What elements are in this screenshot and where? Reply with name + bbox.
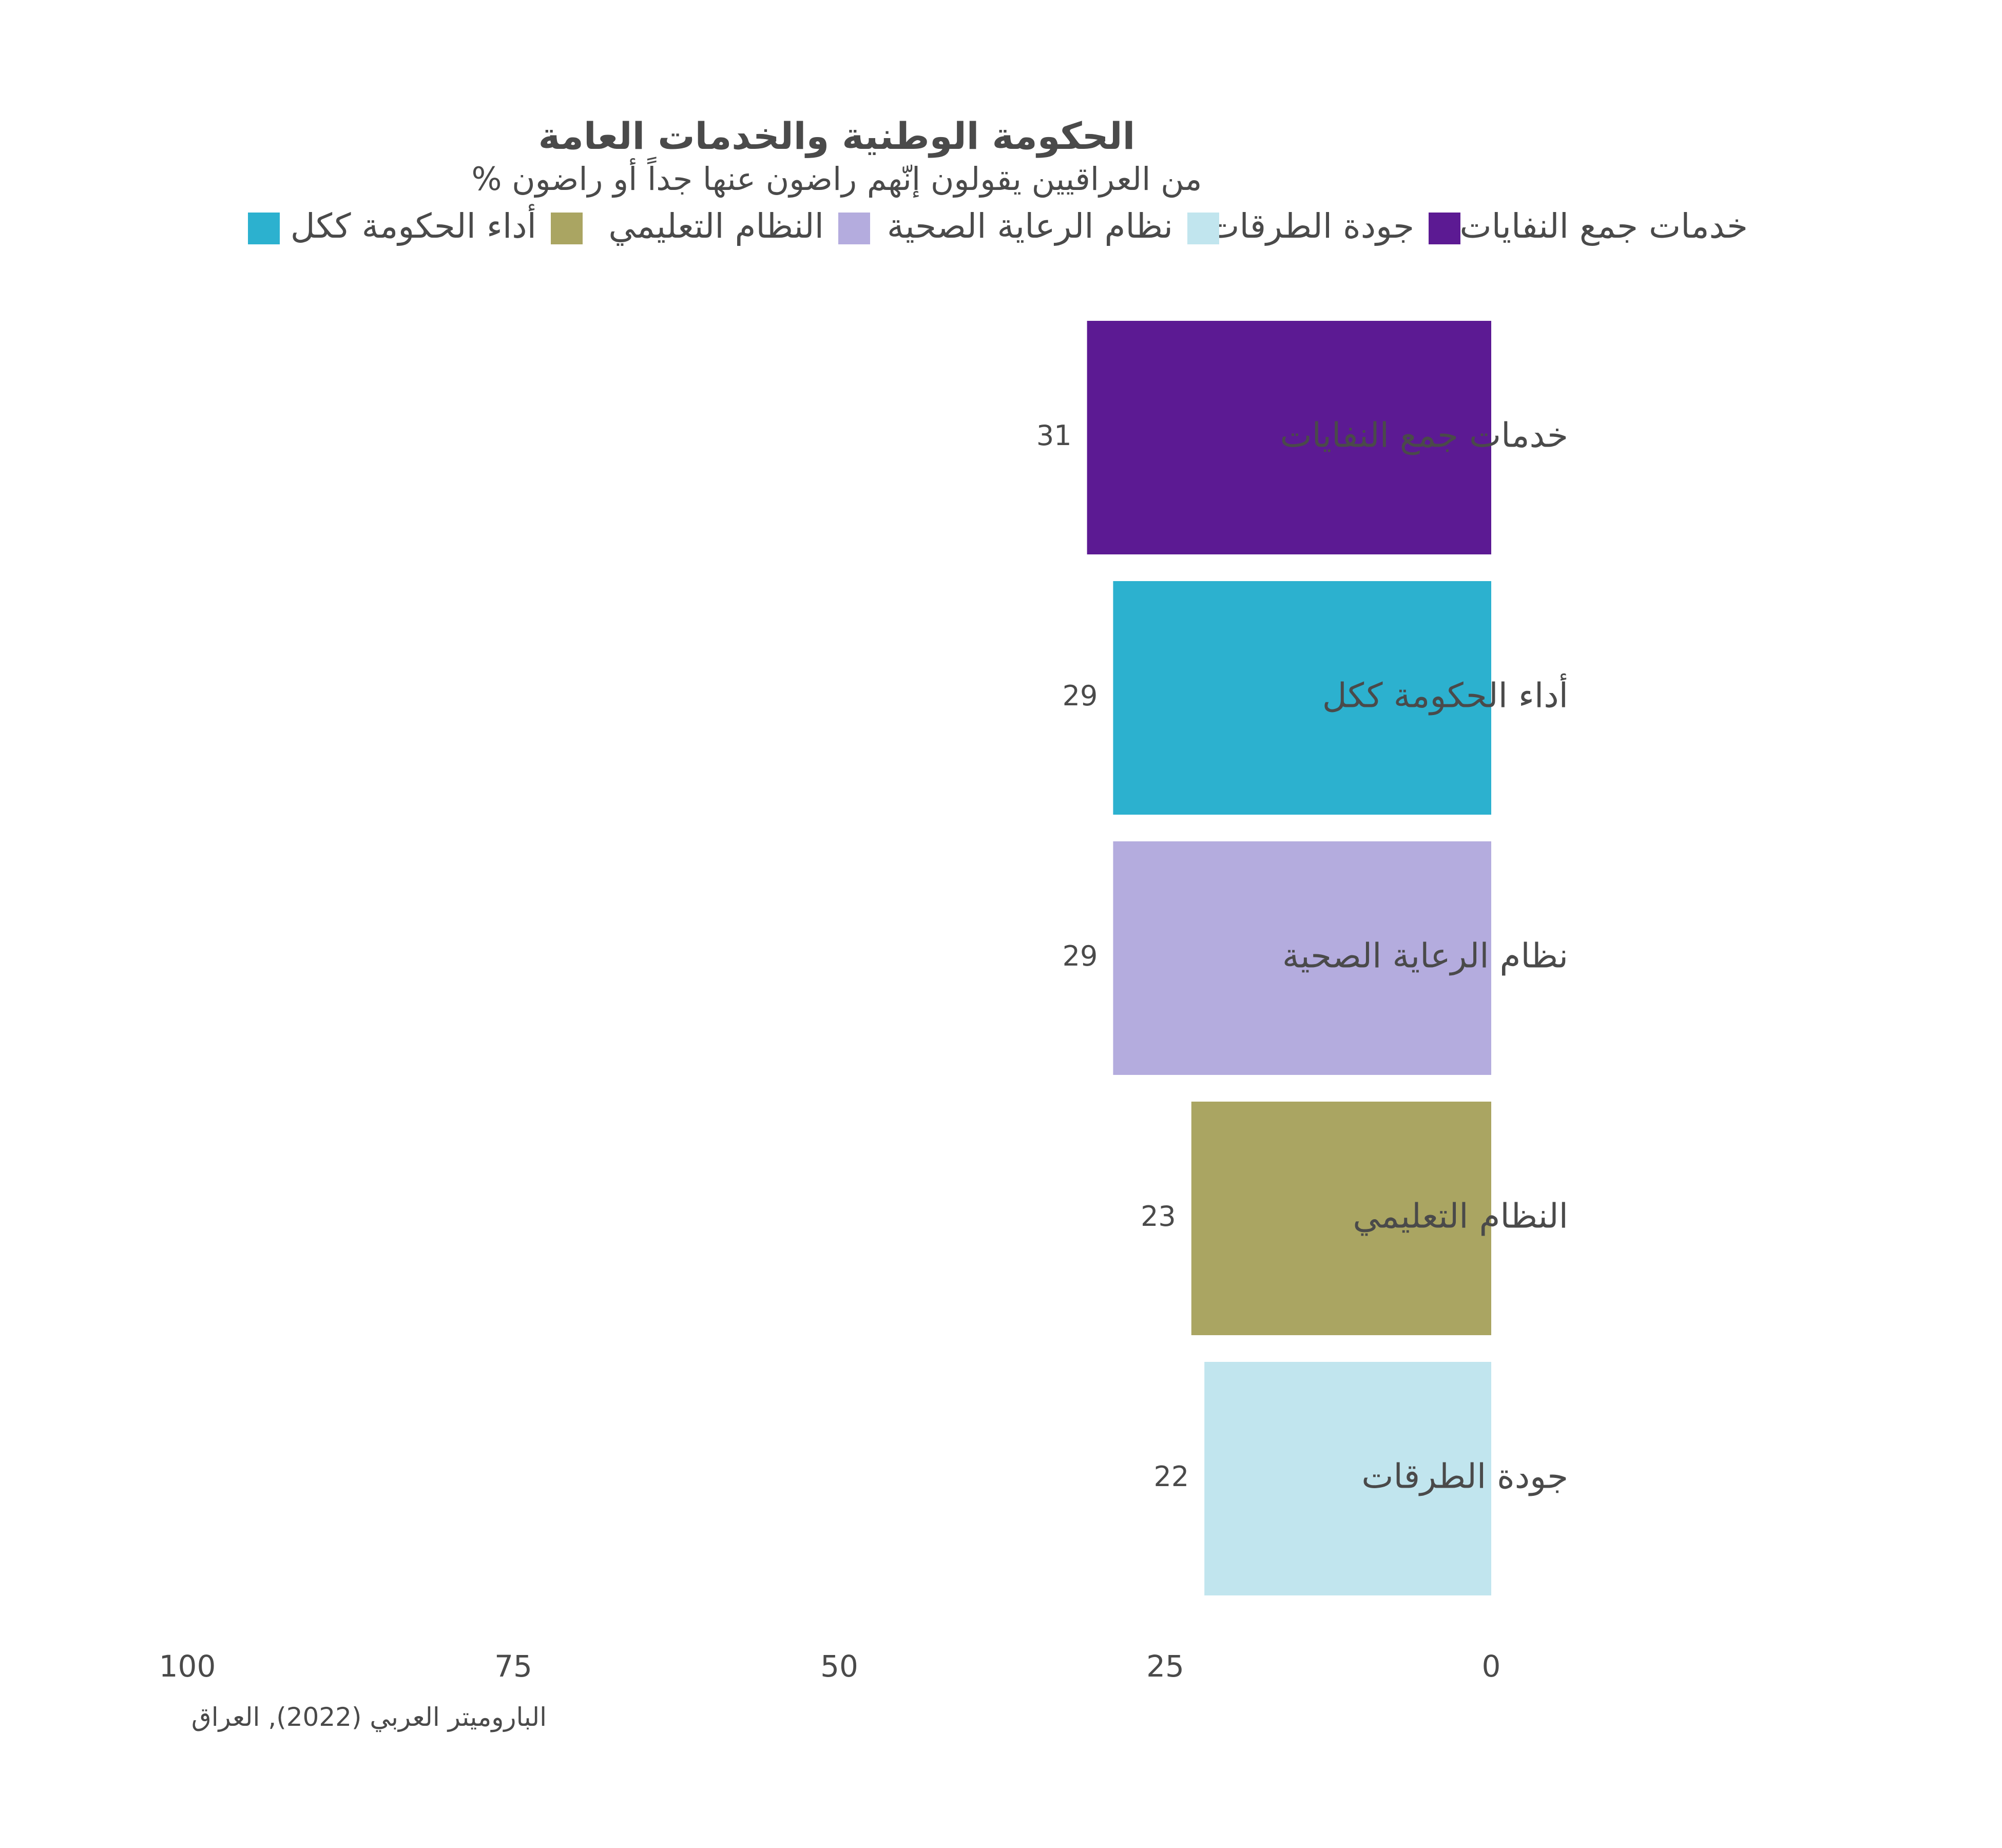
x-tick-label-50: 50 <box>820 1649 858 1684</box>
category-labels: خدمات جمع النفايات أداء الحكومة ككل نظام ا… <box>1280 416 1568 1496</box>
x-tick-label-25: 25 <box>1146 1649 1184 1684</box>
chart-title: الحكومة الوطنية والخدمات العامة <box>538 114 1135 158</box>
bar-1 <box>1087 321 1491 554</box>
value-label-3: 29 <box>1063 940 1098 972</box>
x-tick-label-100: 100 <box>159 1649 216 1684</box>
legend: خدمات جمع النفايات جودة الطرقات نظام الرعا… <box>248 204 1748 246</box>
legend-label-3: نظام الرعاية الصحية <box>887 206 1173 246</box>
category-label-5: جودة الطرقات <box>1361 1457 1568 1496</box>
value-label-1: 31 <box>1036 419 1072 452</box>
x-axis: 0 25 50 75 100 <box>159 1649 1501 1684</box>
category-label-2: أداء الحكومة ككل <box>1322 673 1568 716</box>
legend-label-5: أداء الحكومة ككل <box>291 204 536 246</box>
x-tick-label-75: 75 <box>494 1649 532 1684</box>
chart-subtitle: % من العراقيين يقولون إنّهم راضون عنها ج… <box>471 156 1202 198</box>
x-tick-label-0: 0 <box>1482 1649 1501 1684</box>
chart-caption: الباروميتر العربي (2022), العراق <box>191 1702 547 1732</box>
bar-3 <box>1113 841 1491 1075</box>
bar-5 <box>1204 1362 1491 1595</box>
category-label-3: نظام الرعاية الصحية <box>1282 936 1568 976</box>
category-label-4: النظام التعليمي <box>1353 1197 1568 1236</box>
value-label-4: 23 <box>1141 1200 1176 1233</box>
legend-swatch-1 <box>1429 213 1460 244</box>
value-labels: 31 29 29 23 22 <box>1036 419 1189 1493</box>
bar-2 <box>1113 581 1491 815</box>
legend-swatch-5 <box>248 213 280 244</box>
value-label-2: 29 <box>1063 680 1098 712</box>
legend-label-4: النظام التعليمي <box>608 206 824 246</box>
legend-swatch-3 <box>838 213 870 244</box>
bar-4 <box>1191 1102 1491 1335</box>
category-label-1: خدمات جمع النفايات <box>1280 416 1568 455</box>
legend-label-1: خدمات جمع النفايات <box>1459 206 1748 246</box>
legend-swatch-2 <box>1187 213 1219 244</box>
bars <box>1087 321 1491 1595</box>
legend-label-2: جودة الطرقات <box>1207 206 1414 246</box>
value-label-5: 22 <box>1153 1460 1189 1493</box>
legend-swatch-4 <box>551 213 583 244</box>
